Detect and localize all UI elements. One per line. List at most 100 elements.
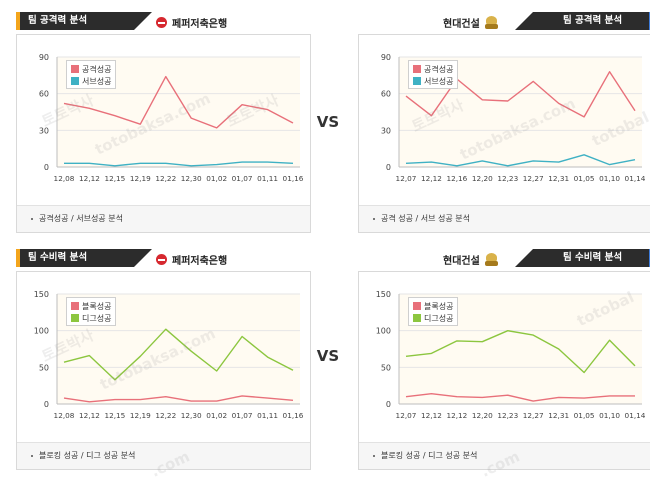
legend-item: 디그성공 xyxy=(71,312,111,324)
team-label[interactable]: 현대건설 xyxy=(443,252,498,267)
y-tick-label: 100 xyxy=(34,327,49,336)
attack-section: 팀 공격력 분석 페퍼저축은행 0 30 60 90 12,08 12,12 12,15 12… xyxy=(0,8,650,233)
legend-item: 서브성공 xyxy=(413,75,453,87)
legend-swatch xyxy=(413,302,421,310)
panel-header: 팀 수비력 분석 페퍼저축은행 xyxy=(16,245,311,271)
x-tick-label: 12,12 xyxy=(421,411,442,420)
x-tick-label: 12,23 xyxy=(497,411,518,420)
series-line xyxy=(405,71,636,118)
legend-label: 서브성공 xyxy=(424,76,454,86)
legend-label: 블록성공 xyxy=(424,301,454,311)
defense-left-panel: 팀 수비력 분석 페퍼저축은행 0 50 100 150 12,08 12,12 12,15… xyxy=(16,245,311,470)
y-tick-label: 150 xyxy=(376,290,391,299)
x-tick-label: 12,30 xyxy=(181,174,202,183)
legend-item: 블록성공 xyxy=(413,300,453,312)
y-tick-label: 150 xyxy=(34,290,49,299)
x-tick-label: 12,19 xyxy=(130,174,151,183)
y-tick-label: 100 xyxy=(376,327,391,336)
defense-right-panel: 현대건설 팀 수비력 분석 0 50 100 150 12,07 12,12 12,12 12… xyxy=(358,245,650,470)
legend-label: 서브성공 xyxy=(82,76,112,86)
chart-footer: 공격성공 / 서브성공 분석 xyxy=(17,205,310,232)
panel-tab-title: 팀 공격력 분석 xyxy=(16,12,152,30)
bullet-icon xyxy=(373,217,375,220)
y-tick-label: 50 xyxy=(39,363,49,372)
legend-swatch xyxy=(71,65,79,73)
panel-tab-title: 팀 수비력 분석 xyxy=(16,249,152,267)
bullet-icon xyxy=(373,454,375,457)
chart-legend: 블록성공 디그성공 xyxy=(66,297,117,326)
y-tick-label: 0 xyxy=(386,163,391,172)
x-tick-label: 12,19 xyxy=(130,411,151,420)
legend-label: 디그성공 xyxy=(82,313,112,323)
legend-label: 디그성공 xyxy=(424,313,454,323)
x-tick-label: 12,15 xyxy=(104,174,125,183)
team-name: 현대건설 xyxy=(443,19,480,30)
x-tick-label: 01,05 xyxy=(574,174,595,183)
chart-box: 0 50 100 150 12,07 12,12 12,12 12,20 12,23 12,27 1… xyxy=(358,271,650,470)
bullet-icon xyxy=(31,217,33,220)
team-label[interactable]: 현대건설 xyxy=(443,15,498,30)
y-tick-label: 0 xyxy=(386,400,391,409)
y-tick-label: 90 xyxy=(39,53,49,62)
chart-footer-text: 블로킹 성공 / 디그 성공 분석 xyxy=(381,451,478,460)
series-line xyxy=(63,75,294,129)
x-tick-label: 12,15 xyxy=(104,411,125,420)
y-tick-label: 50 xyxy=(381,363,391,372)
legend-item: 블록성공 xyxy=(71,300,111,312)
x-tick-label: 01,10 xyxy=(599,411,620,420)
panel-header: 팀 공격력 분석 페퍼저축은행 xyxy=(16,8,311,34)
y-tick-label: 30 xyxy=(381,126,391,135)
x-tick-label: 01,11 xyxy=(257,411,278,420)
defense-right-chart: 0 50 100 150 12,07 12,12 12,12 12,20 12,23 12,27 1… xyxy=(376,290,646,420)
x-tick-label: 12,12 xyxy=(446,411,467,420)
attack-right-panel: 현대건설 팀 공격력 분석 0 30 60 90 12,07 12,12 12,16 12,2… xyxy=(358,8,650,233)
chart-footer: 블로킹 성공 / 디그 성공 분석 xyxy=(17,442,310,469)
x-tick-label: 12,30 xyxy=(181,411,202,420)
panel-header: 현대건설 팀 공격력 분석 xyxy=(358,8,650,34)
x-tick-label: 12,27 xyxy=(523,411,544,420)
x-tick-label: 01,02 xyxy=(206,411,227,420)
legend-swatch xyxy=(71,302,79,310)
team-label[interactable]: 페퍼저축은행 xyxy=(156,252,227,267)
x-tick-label: 01,10 xyxy=(599,174,620,183)
x-tick-label: 01,14 xyxy=(625,411,646,420)
x-tick-label: 12,20 xyxy=(472,411,493,420)
panel-header: 현대건설 팀 수비력 분석 xyxy=(358,245,650,271)
chart-footer-text: 공격성공 / 서브성공 분석 xyxy=(39,214,123,223)
x-tick-label: 12,23 xyxy=(497,174,518,183)
chart-box: 0 30 60 90 12,07 12,12 12,16 12,20 12,23 12,27 12,… xyxy=(358,34,650,233)
panel-tab-title: 팀 공격력 분석 xyxy=(515,12,650,30)
x-tick-label: 12,12 xyxy=(79,174,100,183)
y-tick-label: 0 xyxy=(44,400,49,409)
x-tick-label: 01,07 xyxy=(232,411,253,420)
legend-label: 공격성공 xyxy=(424,64,454,74)
chart-box: 0 50 100 150 12,08 12,12 12,15 12,19 12,22 12,30 0… xyxy=(16,271,311,470)
y-tick-label: 90 xyxy=(381,53,391,62)
x-tick-label: 01,11 xyxy=(257,174,278,183)
series-line xyxy=(405,392,635,402)
x-tick-label: 12,22 xyxy=(155,411,176,420)
x-tick-label: 01,02 xyxy=(206,174,227,183)
team-name: 현대건설 xyxy=(443,256,480,267)
y-tick-label: 60 xyxy=(39,90,49,99)
team-logo-icon xyxy=(484,253,498,266)
x-tick-label: 12,31 xyxy=(548,411,569,420)
defense-left-chart: 0 50 100 150 12,08 12,12 12,15 12,19 12,22 12,30 0… xyxy=(34,290,304,420)
team-name: 페퍼저축은행 xyxy=(172,19,228,30)
legend-swatch xyxy=(71,77,79,85)
x-tick-label: 12,07 xyxy=(396,174,417,183)
series-line xyxy=(64,161,294,167)
team-name: 페퍼저축은행 xyxy=(172,256,228,267)
series-line xyxy=(63,395,294,403)
team-logo-icon xyxy=(484,16,498,29)
vs-label: VS xyxy=(316,113,340,131)
team-label[interactable]: 페퍼저축은행 xyxy=(156,15,227,30)
y-tick-label: 0 xyxy=(44,163,49,172)
attack-right-chart: 0 30 60 90 12,07 12,12 12,16 12,20 12,23 12,27 12,… xyxy=(381,53,646,183)
series-line xyxy=(405,154,636,167)
x-tick-label: 12,07 xyxy=(396,411,417,420)
legend-swatch xyxy=(413,65,421,73)
